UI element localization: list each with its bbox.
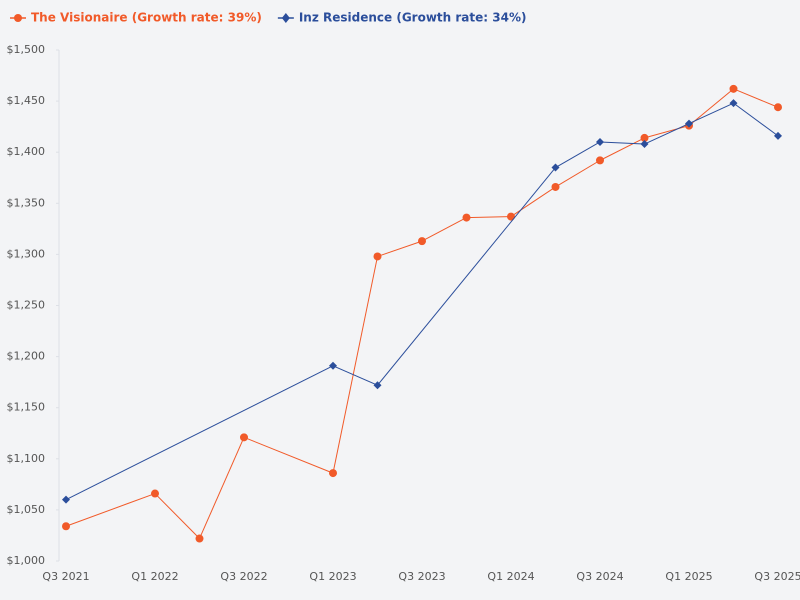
line-segment bbox=[644, 125, 690, 139]
line-segment bbox=[688, 102, 734, 125]
y-tick-label: $1,400 bbox=[7, 145, 46, 158]
data-point bbox=[551, 163, 560, 172]
x-tick-label: Q3 2022 bbox=[220, 570, 267, 583]
x-tick-label: Q1 2025 bbox=[665, 570, 712, 583]
line-segment bbox=[154, 493, 200, 539]
line-segment bbox=[466, 216, 512, 219]
y-tick-label: $1,150 bbox=[7, 401, 46, 414]
line-segment bbox=[332, 256, 378, 474]
line-segment bbox=[555, 159, 601, 188]
line-segment bbox=[199, 437, 245, 539]
data-point bbox=[685, 119, 693, 128]
line-segment bbox=[733, 88, 779, 108]
line-segment bbox=[555, 141, 601, 168]
data-point bbox=[62, 495, 70, 504]
data-point bbox=[329, 469, 337, 478]
data-point bbox=[729, 99, 738, 108]
data-point bbox=[418, 237, 426, 246]
data-point bbox=[462, 213, 471, 222]
data-point bbox=[596, 137, 604, 146]
y-tick-label: $1,100 bbox=[7, 452, 46, 465]
y-tick-label: $1,300 bbox=[7, 247, 46, 260]
line-segment bbox=[421, 217, 467, 242]
data-point bbox=[151, 489, 159, 498]
y-tick-label: $1,450 bbox=[7, 94, 46, 107]
legend-label: Inz Residence (Growth rate: 34%) bbox=[299, 11, 527, 25]
line-segment bbox=[644, 123, 690, 145]
y-tick-label: $1,000 bbox=[7, 554, 46, 567]
x-tick-label: Q1 2022 bbox=[131, 570, 178, 583]
data-point bbox=[507, 212, 515, 221]
data-point bbox=[551, 182, 560, 191]
x-tick-label: Q3 2025 bbox=[754, 570, 800, 583]
x-tick-label: Q3 2024 bbox=[576, 570, 623, 583]
line-segment bbox=[599, 137, 645, 161]
data-point bbox=[240, 433, 248, 442]
data-point bbox=[373, 252, 382, 261]
line-segment bbox=[243, 436, 334, 474]
line-segment bbox=[65, 493, 156, 527]
line-segment bbox=[65, 365, 334, 501]
legend-marker bbox=[281, 13, 290, 23]
data-point bbox=[729, 84, 738, 93]
data-point bbox=[774, 103, 782, 112]
data-point bbox=[640, 140, 649, 149]
y-tick-label: $1,500 bbox=[7, 43, 46, 56]
line-segment bbox=[377, 167, 556, 386]
x-tick-label: Q3 2021 bbox=[42, 570, 89, 583]
y-tick-label: $1,200 bbox=[7, 350, 46, 363]
x-tick-label: Q3 2023 bbox=[398, 570, 445, 583]
line-segment bbox=[510, 186, 556, 218]
x-tick-label: Q1 2024 bbox=[487, 570, 534, 583]
line-segment bbox=[688, 88, 734, 127]
data-point bbox=[373, 381, 382, 390]
x-tick-label: Q1 2023 bbox=[309, 570, 356, 583]
data-point bbox=[62, 522, 70, 531]
data-point bbox=[195, 534, 204, 543]
line-segment bbox=[377, 240, 423, 257]
data-point bbox=[329, 361, 337, 370]
legend-marker bbox=[14, 14, 22, 22]
data-point bbox=[640, 133, 649, 142]
legend-label: The Visionaire (Growth rate: 39%) bbox=[31, 11, 262, 25]
data-point bbox=[596, 156, 604, 165]
line-segment bbox=[332, 365, 378, 386]
y-tick-label: $1,050 bbox=[7, 503, 46, 516]
y-tick-label: $1,250 bbox=[7, 299, 46, 312]
line-segment bbox=[599, 141, 645, 145]
y-tick-label: $1,350 bbox=[7, 196, 46, 209]
data-point bbox=[774, 131, 782, 140]
line-segment bbox=[733, 102, 779, 137]
